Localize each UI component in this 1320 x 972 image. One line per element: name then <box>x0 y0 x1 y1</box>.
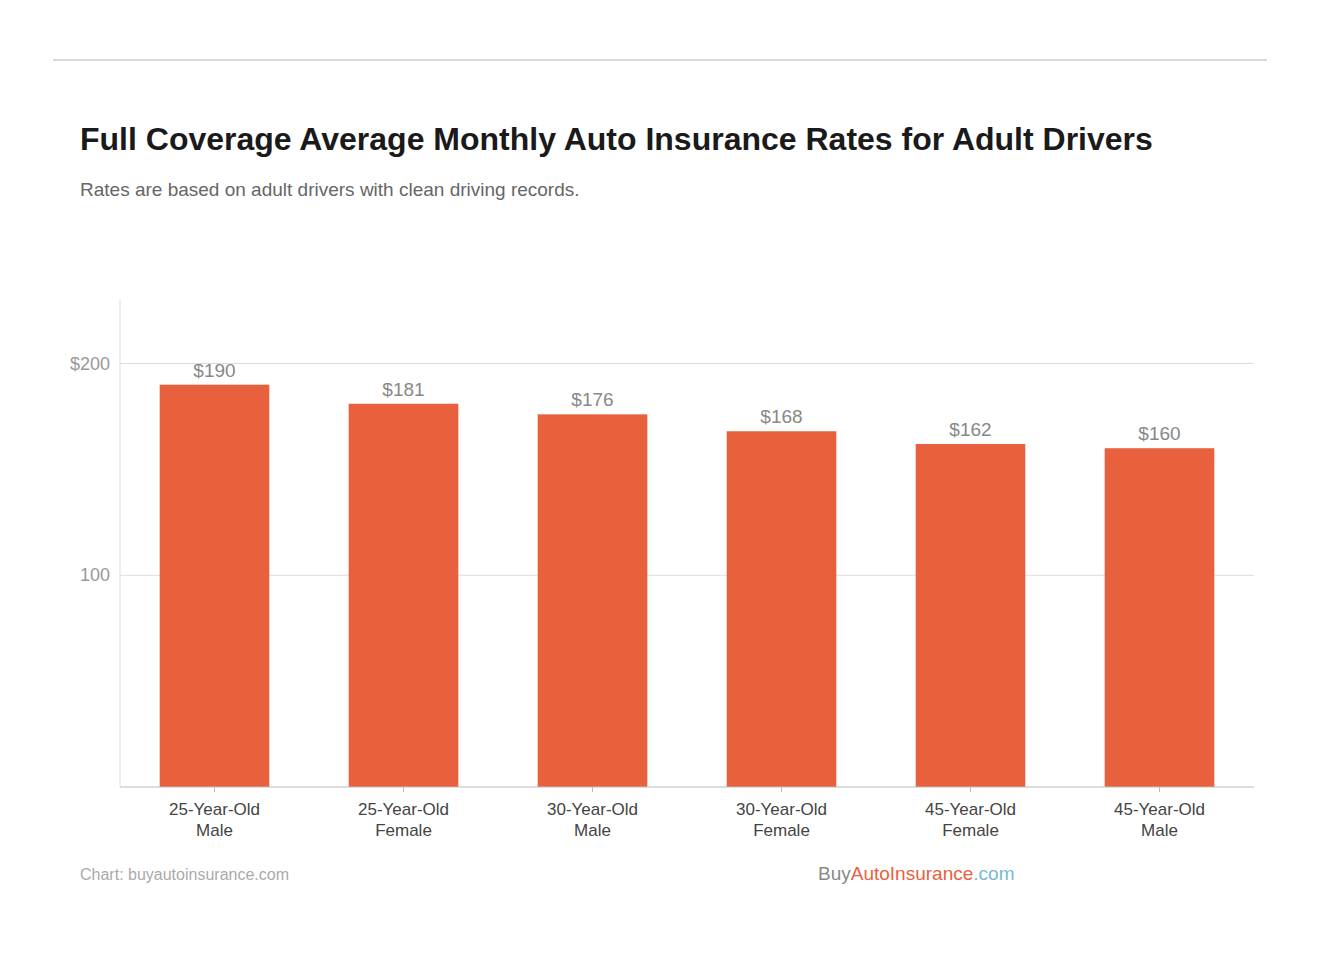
y-grid <box>120 364 1254 576</box>
data-label: $160 <box>1138 423 1180 444</box>
background <box>0 0 1320 972</box>
x-tick-label-line: 25-Year-Old <box>358 800 449 819</box>
y-axis-line <box>120 300 121 787</box>
subtitle: Rates are based on adult drivers with cl… <box>80 179 580 200</box>
x-tick-label: 25-Year-Old Female <box>358 800 449 840</box>
bar <box>1105 448 1215 787</box>
x-tick <box>592 787 593 792</box>
watermark: BuyAutoInsurance.com <box>818 863 1014 884</box>
grid-line <box>120 575 1254 576</box>
bar <box>916 444 1026 787</box>
data-label: $162 <box>949 419 991 440</box>
data-label: $168 <box>760 406 802 427</box>
x-tick-label-line: 30-Year-Old <box>547 800 638 819</box>
data-label: $181 <box>382 379 424 400</box>
x-tick-label-line: Male <box>574 821 611 840</box>
bar <box>538 414 648 787</box>
x-tick-label-line: Female <box>942 821 999 840</box>
x-tick-label: 45-Year-Old Male <box>1114 800 1205 840</box>
top-rule <box>53 59 1267 61</box>
bar <box>349 404 459 787</box>
title: Full Coverage Average Monthly Auto Insur… <box>80 121 1153 157</box>
grid-line <box>120 363 1254 364</box>
x-tick-label-line: Male <box>196 821 233 840</box>
x-tick-label-line: Female <box>375 821 432 840</box>
bar <box>727 431 837 787</box>
x-tick <box>214 787 215 792</box>
y-tick-label: 100 <box>80 565 110 585</box>
x-tick-label: 30-Year-Old Male <box>547 800 638 840</box>
y-tick-label: $200 <box>70 354 110 374</box>
chart: Full Coverage Average Monthly Auto Insur… <box>0 0 1320 972</box>
bar <box>160 385 270 787</box>
x-tick-label-line: Female <box>753 821 810 840</box>
data-labels: $190 $181 $176 $168 $162 $160 <box>193 360 1180 445</box>
x-tick-label-line: 45-Year-Old <box>925 800 1016 819</box>
x-axis-line <box>120 786 1254 787</box>
x-tick-label-line: 30-Year-Old <box>736 800 827 819</box>
x-tick-label-line: 25-Year-Old <box>169 800 260 819</box>
bars <box>160 385 1215 787</box>
x-tick-label-line: Male <box>1141 821 1178 840</box>
x-tick-label: 45-Year-Old Female <box>925 800 1016 840</box>
x-tick <box>781 787 782 792</box>
x-tick-label-line: 45-Year-Old <box>1114 800 1205 819</box>
x-tick-label: 25-Year-Old Male <box>169 800 260 840</box>
x-tick <box>1159 787 1160 792</box>
x-tick <box>403 787 404 792</box>
watermark-part: Buy <box>818 863 851 884</box>
data-label: $190 <box>193 360 235 381</box>
watermark-part: .com <box>973 863 1014 884</box>
watermark-part: AutoInsurance <box>851 863 974 884</box>
x-tick-label: 30-Year-Old Female <box>736 800 827 840</box>
source: Chart: buyautoinsurance.com <box>80 866 289 883</box>
x-tick <box>970 787 971 792</box>
data-label: $176 <box>571 389 613 410</box>
